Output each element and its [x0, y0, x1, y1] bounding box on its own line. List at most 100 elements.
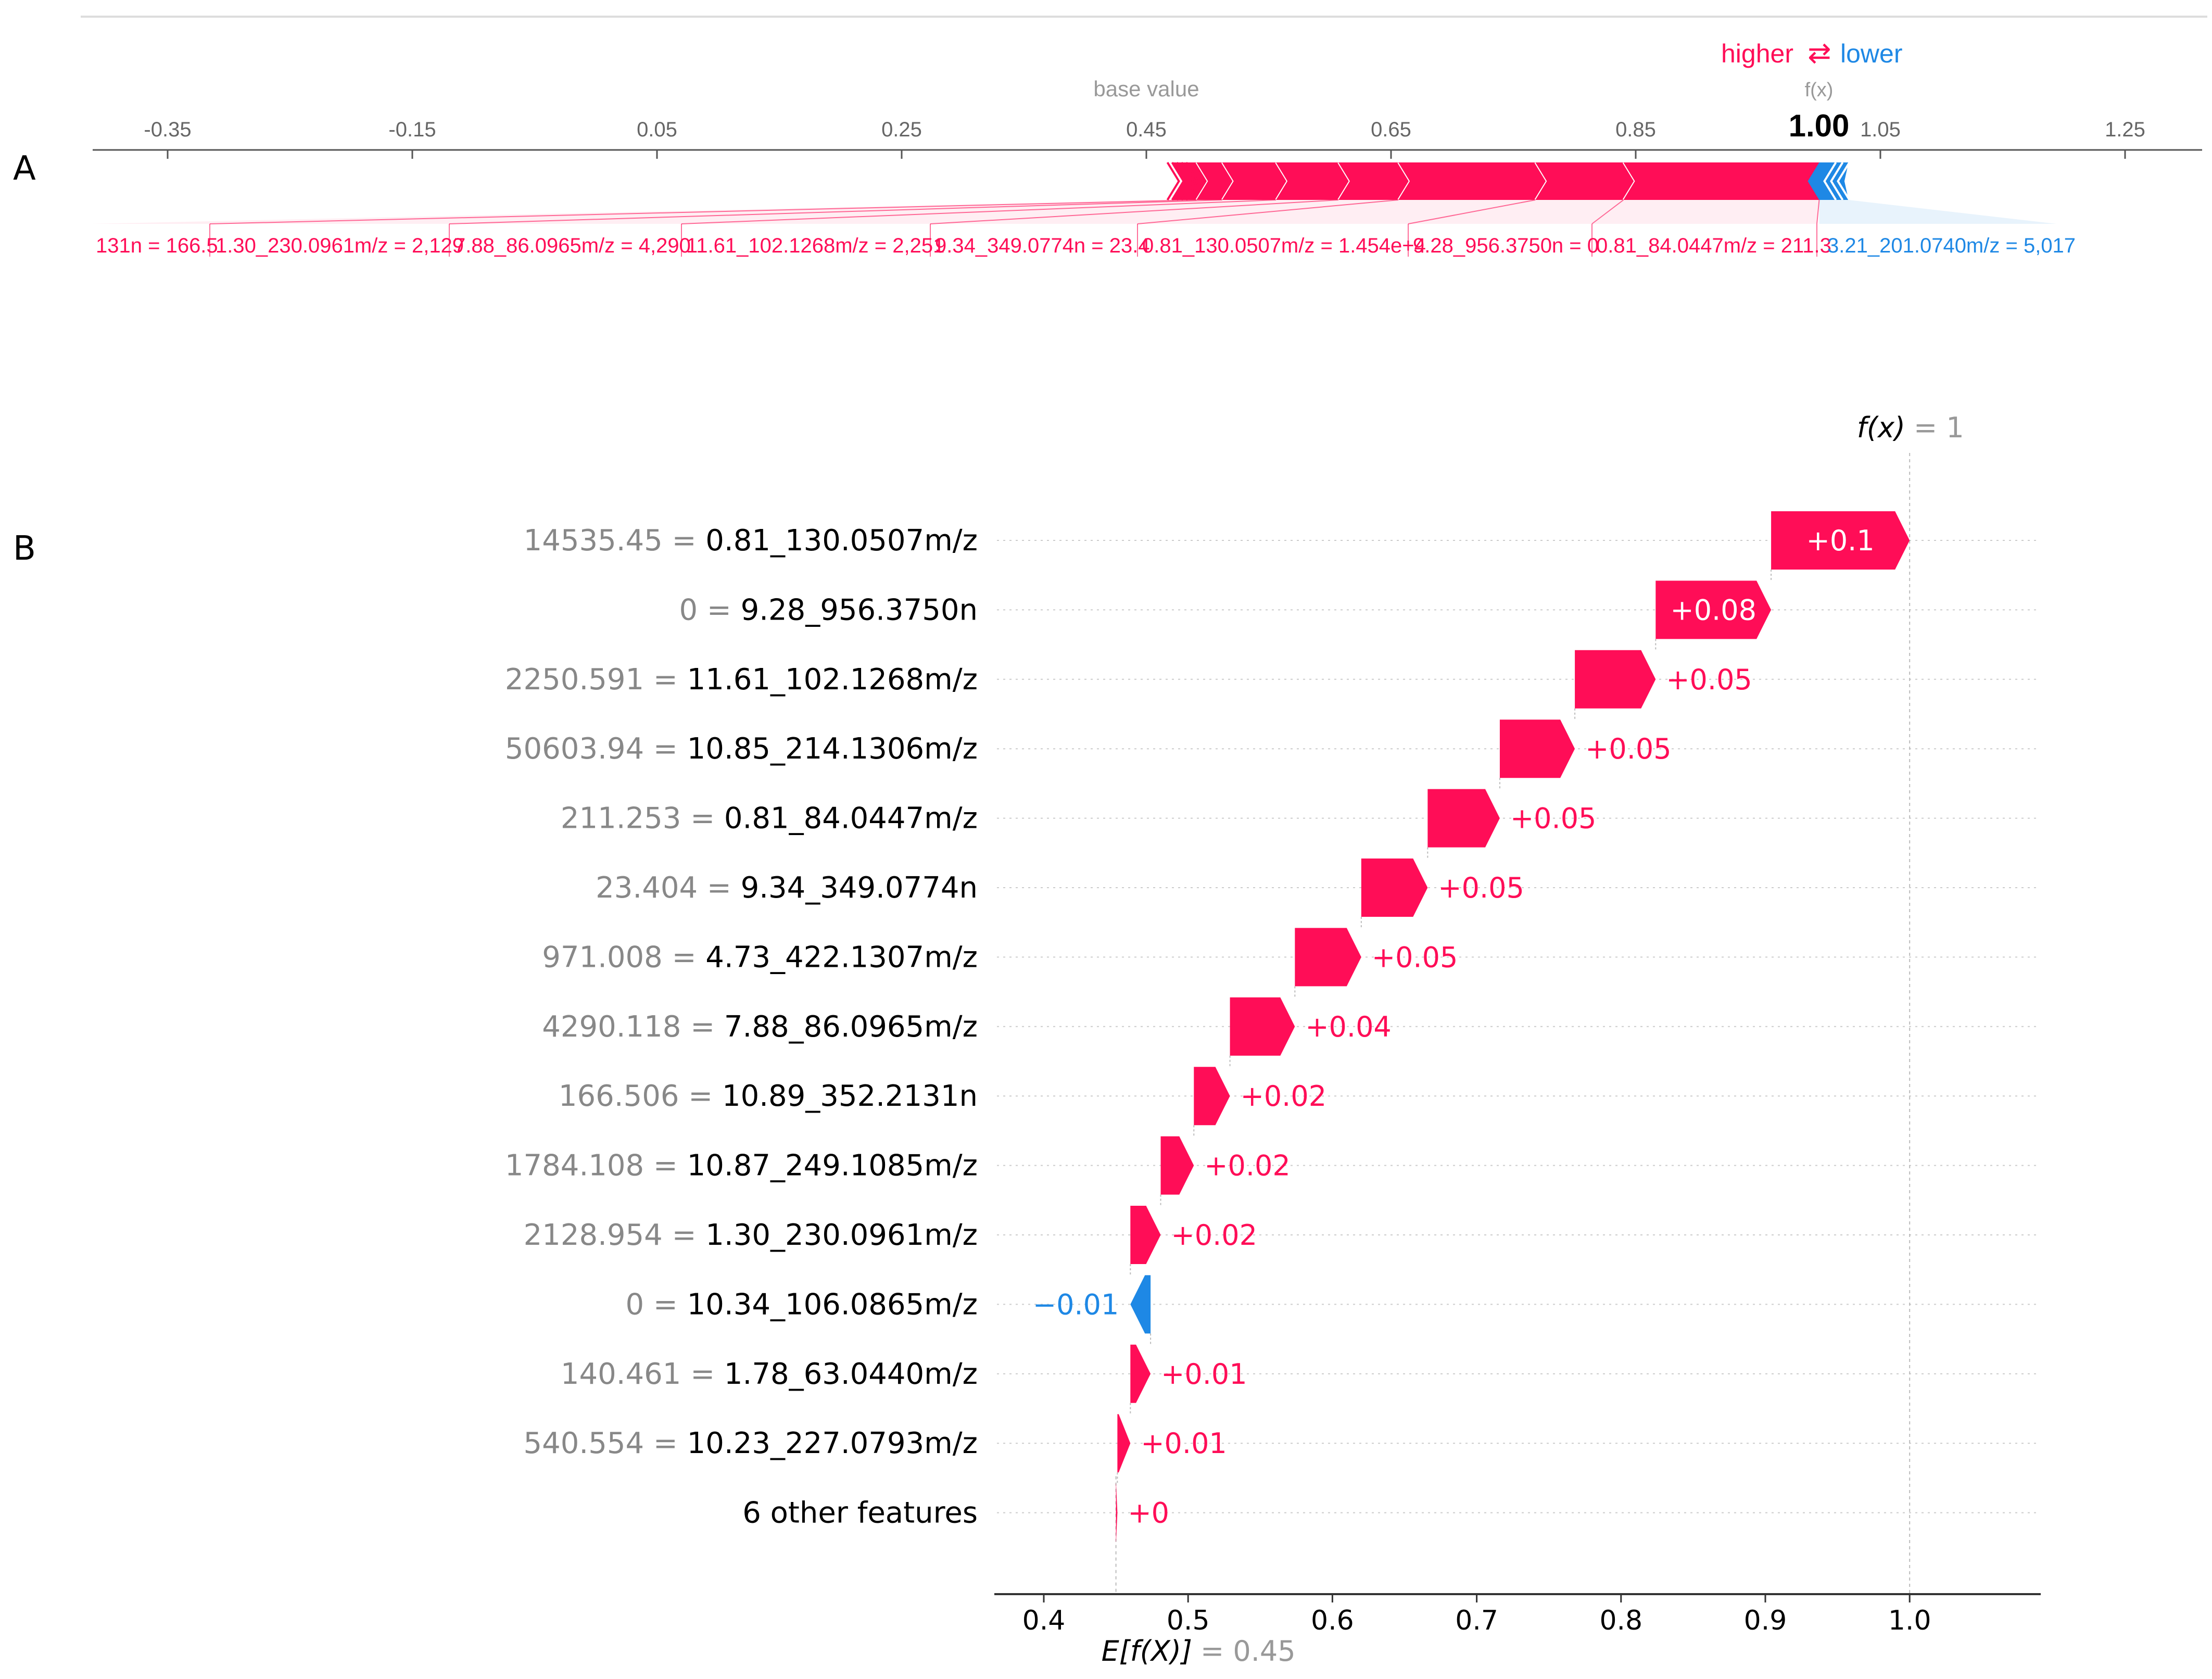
force-feature-label: 0.81_130.0507m/z = 1.454e+4 — [1142, 234, 1426, 257]
row-feature-name: 9.28_956.3750n — [741, 593, 978, 627]
force-axis-ticks: -0.35 -0.15 0.05 0.25 0.45 0.65 0.85 1.05 1.25 — [144, 118, 2145, 159]
waterfall-bars: +0.1 +0.08 +0.05 +0.05 +0.05 +0.05 +0.05 +0.04 +… — [1033, 511, 1910, 1542]
waterfall-bar — [1361, 859, 1428, 917]
waterfall-bar-label: +0.05 — [1585, 733, 1671, 765]
force-tail-chevron — [1175, 161, 1190, 201]
expected-value: = 0.45 — [1200, 1635, 1296, 1668]
waterfall-tick-label: 0.4 — [1022, 1605, 1066, 1636]
force-connector-line — [449, 199, 1222, 224]
waterfall-bar-label: +0.05 — [1372, 941, 1458, 974]
waterfall-bar — [1499, 719, 1575, 778]
force-legend: higher ⇄ lower — [1721, 36, 1902, 69]
waterfall-bar-label: +0.02 — [1204, 1150, 1290, 1182]
row-feature-value: 0 = — [626, 1287, 687, 1321]
row-feature-name: 0.81_130.0507m/z — [705, 524, 978, 558]
row-feature-value: 140.461 = — [561, 1357, 724, 1391]
waterfall-bar — [1130, 1344, 1151, 1403]
row-feature-name: 10.23_227.0793m/z — [687, 1426, 978, 1460]
fx-symbol: f(x) — [1857, 411, 1905, 444]
waterfall-bar-label: +0.01 — [1161, 1358, 1247, 1391]
force-tail-chevron — [1171, 161, 1185, 201]
force-feature-label: 0.81_84.0447m/z = 211.3 — [1596, 234, 1831, 257]
legend-higher: higher — [1721, 39, 1793, 68]
force-connector — [212, 200, 1222, 224]
waterfall-bar — [1160, 1136, 1194, 1195]
panel-label-b: B — [13, 529, 36, 568]
legend-arrows-icon: ⇄ — [1807, 36, 1831, 69]
row-feature-value: 971.008 = — [542, 940, 705, 974]
waterfall-x-ticks: 0.4 0.5 0.6 0.7 0.8 0.9 1.0 — [1022, 1594, 1931, 1636]
force-tick-label: 1.05 — [1860, 118, 1901, 141]
row-feature-value: 0 = — [679, 593, 740, 627]
row-feature-name: 10.85_214.1306m/z — [687, 732, 978, 766]
waterfall-bar-label: +0.1 — [1806, 524, 1875, 557]
force-feature-label: 11.61_102.1268m/z = 2,251 — [686, 234, 944, 257]
row-feature-name: 6 other features — [742, 1496, 978, 1530]
force-bar-separator — [1830, 161, 1844, 201]
force-bar-positive — [1196, 162, 1234, 200]
waterfall-gridlines — [997, 540, 2038, 1513]
force-connector — [1410, 200, 1624, 224]
row-feature-value: 14535.45 = — [524, 524, 706, 558]
waterfall-row-labels: 14535.45 = 0.81_130.0507m/z 0 = 9.28_956.… — [505, 524, 978, 1530]
row-feature-name: 9.34_349.0774n — [741, 871, 978, 905]
row-feature-value: 166.506 = — [559, 1079, 722, 1113]
force-connector-line — [1816, 199, 1820, 224]
force-tick-label: 1.25 — [2105, 118, 2145, 141]
force-fx-value: 1.00 — [1789, 108, 1850, 143]
force-bar-separator — [1837, 161, 1851, 201]
row-feature-name: 11.61_102.1268m/z — [687, 663, 978, 697]
force-connector-line — [1137, 199, 1399, 224]
waterfall-bar — [1230, 997, 1295, 1056]
waterfall-bar — [1427, 789, 1500, 848]
panel-label-a: A — [13, 149, 36, 188]
force-connector-line — [930, 199, 1339, 224]
legend-lower: lower — [1840, 39, 1902, 68]
waterfall-bar-label: +0.02 — [1241, 1080, 1326, 1113]
waterfall-row-label: 14535.45 = 0.81_130.0507m/z — [524, 524, 978, 558]
waterfall-bar-label: −0.01 — [1033, 1288, 1119, 1321]
force-connector — [683, 200, 1338, 224]
row-feature-value: 2128.954 = — [524, 1218, 706, 1252]
fx-value: = 1 — [1914, 411, 1964, 444]
expected-value-label: E[f(X)] = 0.45 — [1102, 1635, 1296, 1668]
waterfall-tick-label: 0.6 — [1311, 1605, 1354, 1636]
waterfall-bar-label: +0.02 — [1171, 1219, 1257, 1252]
force-connector — [1139, 200, 1536, 224]
force-connector-line — [209, 199, 1197, 224]
force-feature-label-negative: 3.21_201.0740m/z = 5,017 — [1827, 234, 2076, 257]
row-feature-value: 50603.94 = — [505, 732, 687, 766]
force-bar-positive — [1338, 162, 1410, 200]
force-tick-label: -0.35 — [144, 118, 191, 141]
force-tick-label: 0.05 — [637, 118, 677, 141]
row-feature-name: 7.88_86.0965m/z — [724, 1010, 978, 1044]
row-feature-name: 1.78_63.0440m/z — [724, 1357, 978, 1391]
waterfall-row-label: 0 = 9.28_956.3750n — [679, 593, 978, 627]
waterfall-tick-label: 0.9 — [1744, 1605, 1787, 1636]
waterfall-row-label: 140.461 = 1.78_63.0440m/z — [561, 1357, 978, 1391]
force-bar-positive — [1623, 162, 1819, 200]
waterfall-row-label: 2250.591 = 11.61_102.1268m/z — [505, 663, 978, 697]
force-bar-positive — [1398, 162, 1547, 200]
force-tail-chevron — [1180, 161, 1194, 201]
waterfall-bar-label: +0.05 — [1510, 802, 1596, 835]
force-connector-line — [1591, 199, 1624, 224]
force-connector — [1593, 200, 1819, 224]
waterfall-row-label: 540.554 = 10.23_227.0793m/z — [524, 1426, 978, 1460]
waterfall-bar — [1295, 928, 1361, 987]
force-connector-line — [1408, 199, 1536, 224]
force-tail-chevron — [1185, 161, 1199, 201]
waterfall-row-label: 4290.118 = 7.88_86.0965m/z — [542, 1010, 978, 1044]
waterfall-tick-label: 1.0 — [1888, 1605, 1931, 1636]
expected-symbol: E[f(X)] — [1102, 1635, 1192, 1668]
force-connector-line — [681, 199, 1276, 224]
force-labels: 131n = 166.51.30_230.0961m/z = 2,1297.88… — [93, 199, 2076, 257]
waterfall-bar-label: +0.04 — [1305, 1011, 1391, 1043]
force-connector-negative — [1819, 200, 2056, 224]
force-feature-label: 9.28_956.3750n = 0 — [1413, 234, 1599, 257]
row-feature-value: 4290.118 = — [542, 1010, 724, 1044]
force-feature-label: 131n = 166.5 — [96, 234, 218, 257]
force-tail-chevron — [1166, 161, 1180, 201]
waterfall-bar-label: +0 — [1128, 1497, 1169, 1530]
